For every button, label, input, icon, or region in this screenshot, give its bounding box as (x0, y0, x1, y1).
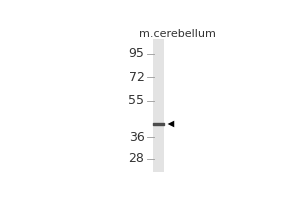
Bar (153, 39, 164, 172)
Text: m.cerebellum: m.cerebellum (139, 29, 215, 39)
Text: 28: 28 (129, 152, 145, 165)
Text: 55: 55 (128, 94, 145, 107)
Text: 95: 95 (129, 47, 145, 60)
Text: 36: 36 (129, 131, 145, 144)
Text: 72: 72 (129, 71, 145, 84)
